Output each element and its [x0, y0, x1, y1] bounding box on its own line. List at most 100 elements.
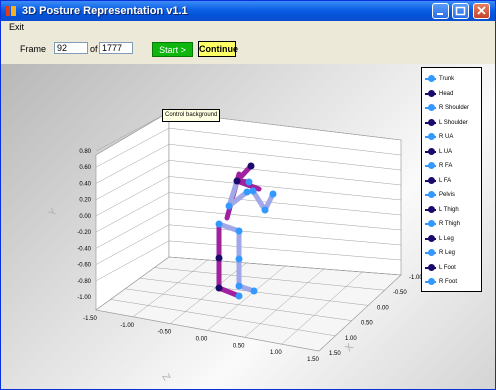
maximize-button[interactable]: [452, 3, 469, 19]
grid-line: [95, 208, 170, 249]
total-frames-field[interactable]: 1777: [99, 42, 133, 54]
legend-marker: [428, 162, 435, 169]
grid-line: [154, 267, 385, 291]
grid-line: [168, 224, 402, 246]
joint-l-toe: [235, 292, 243, 300]
z-tick-label: 0.00: [377, 305, 389, 311]
x-tick-label: -1.00: [120, 323, 134, 329]
y-axis-title: Y: [47, 206, 60, 218]
joint-r-knee: [235, 255, 243, 263]
legend-label: L Shoulder: [439, 119, 468, 126]
app-icon: [5, 5, 17, 17]
legend-label: Head: [439, 90, 454, 97]
grid-line: [168, 208, 402, 231]
grid-line: [168, 240, 402, 261]
menu-bar: Exit: [1, 21, 495, 34]
x-tick-label: -1.50: [83, 316, 97, 322]
joint-r-elbow: [261, 206, 269, 214]
grid-line: [168, 143, 402, 171]
grid-line: [168, 160, 402, 186]
grid-line: [125, 288, 352, 321]
posture-3d-plot: 0.80 0.60 0.40 0.20 0.00 -0.20 -0.40 -0.60 -0.80…: [47, 111, 423, 383]
legend-label: Trunk: [439, 76, 455, 82]
y-tick-label: 0.40: [79, 181, 91, 187]
legend-label: R Leg: [439, 250, 456, 256]
legend-item: L Foot: [425, 262, 481, 274]
window-title: 3D Posture Representation v1.1: [22, 5, 188, 17]
y-tick-label: -0.40: [77, 246, 91, 252]
joint-l-elbow: [225, 202, 233, 210]
y-tick-label: 0.80: [79, 149, 91, 155]
y-tick-label: -0.80: [77, 279, 91, 285]
legend-marker: [428, 118, 435, 126]
legend-marker: [428, 75, 435, 82]
legend-item: Head: [425, 88, 481, 100]
grid-line: [95, 111, 170, 152]
joint-r-hip: [235, 227, 243, 235]
grid-line: [95, 309, 320, 352]
x-tick-label: -0.50: [157, 330, 171, 336]
legend-marker: [428, 234, 435, 242]
legend-item: R FA: [425, 160, 481, 172]
z-tick-label: -0.50: [393, 290, 407, 296]
grid-line: [168, 176, 402, 201]
legend-item: L UA: [425, 146, 481, 158]
joint-r-toe: [250, 287, 258, 295]
grid-line: [168, 127, 402, 156]
continue-button[interactable]: Continue: [198, 41, 238, 57]
joint-r-hand: [269, 190, 277, 198]
grid-line: [95, 224, 170, 265]
y-tick-label: 0.60: [79, 165, 91, 171]
joint-head: [247, 162, 255, 170]
legend-marker: [428, 278, 435, 285]
joint-neck: [233, 177, 241, 185]
frame-field[interactable]: 92: [54, 42, 88, 54]
y-tick-label: -0.20: [77, 230, 91, 236]
x-tick-label: 1.00: [270, 350, 282, 356]
grid-line: [95, 256, 170, 311]
legend-box: Trunk Head R Shoulder L Shoulder R UA L UA R F…: [421, 67, 482, 292]
z-tick-label: -1.00: [409, 275, 423, 281]
grid-line: [168, 256, 402, 276]
x-axis-title: Z: [159, 372, 172, 383]
close-button[interactable]: [473, 3, 490, 19]
grid-line: [95, 240, 170, 281]
start-button[interactable]: Start >: [152, 42, 193, 57]
grid-line: [95, 176, 170, 217]
legend-label: L Leg: [439, 235, 454, 242]
y-tick-label: 0.00: [79, 214, 91, 220]
joint-l-ankle: [215, 284, 223, 292]
grid-line: [95, 144, 170, 184]
joint-r-ankle: [235, 282, 243, 290]
legend-label: R FA: [439, 163, 453, 169]
legend-item: L Leg: [425, 233, 481, 245]
legend-marker: [428, 205, 435, 213]
joint-l-wrist: [243, 188, 251, 196]
menu-exit[interactable]: Exit: [9, 22, 25, 32]
legend-marker: [428, 104, 435, 111]
joint-l-hand: [245, 178, 253, 186]
legend-label: R Thigh: [439, 221, 460, 227]
posture-skeleton: [215, 162, 277, 300]
legend-label: R Foot: [439, 279, 458, 285]
legend-marker: [428, 263, 435, 271]
grid-lines: [95, 111, 402, 352]
plot-area[interactable]: 0.80 0.60 0.40 0.20 0.00 -0.20 -0.40 -0.60 -0.80…: [1, 64, 495, 389]
legend-label: L UA: [439, 148, 453, 155]
z-tick-label: 1.50: [329, 351, 341, 357]
grid-line: [318, 274, 402, 352]
joint-r-shoulder: [249, 187, 257, 195]
grid-line: [168, 192, 402, 216]
legend-label: L Foot: [439, 264, 456, 271]
legend-label: Pelvis: [439, 192, 456, 198]
legend-marker: [428, 89, 435, 97]
minimize-button[interactable]: [432, 3, 449, 19]
legend-item: Pelvis: [425, 189, 481, 201]
grid-line: [170, 262, 247, 324]
legend-label: L Thigh: [439, 206, 459, 213]
z-tick-label: 1.00: [345, 336, 357, 342]
grid-line: [95, 192, 170, 233]
z-axis-title: X: [343, 341, 356, 354]
title-bar[interactable]: 3D Posture Representation v1.1: [1, 1, 495, 21]
